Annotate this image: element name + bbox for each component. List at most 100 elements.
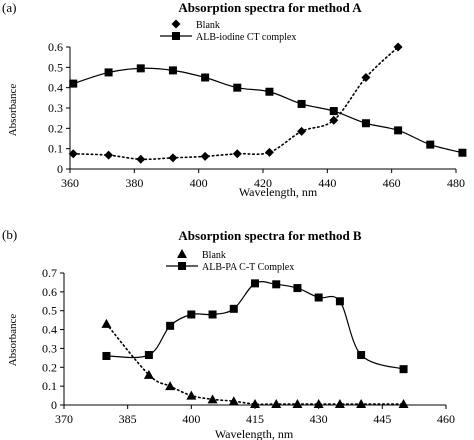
chart-b-plot: 0 0.1 0.2 0.3 0.4 0.5 0.6 0.7 370 385 400 415 430 445… [42,266,455,426]
panel-b-label: (b) [2,227,17,242]
data-point [69,79,78,88]
data-point [251,279,259,288]
data-point [265,87,274,96]
data-point [361,119,370,128]
data-point [250,399,260,409]
data-point [394,126,403,135]
x-tick-label: 460 [383,176,401,190]
data-point [297,99,306,108]
y-tick-label: 0.2 [48,121,63,135]
data-point [272,280,281,289]
panel-a-label: (a) [2,0,16,15]
data-point [228,396,239,406]
data-point [293,284,302,293]
data-point [356,399,367,409]
data-point [334,399,345,409]
y-tick-label: 0.5 [42,304,57,318]
data-point [229,304,238,313]
x-tick-label: 460 [437,412,455,426]
x-tick-label: 445 [373,412,391,426]
chart-a-plot: 0 0.1 0.2 0.3 0.4 0.5 0.6 360 380 400 420 440 460 480 [48,40,467,190]
y-tick-label: 0.7 [42,266,57,280]
chart-panel-a: (a) Absorption spectra for method A Blan… [2,0,467,199]
data-point [232,149,242,159]
x-tick-label: 385 [119,412,137,426]
chart-b-xlabel: Wavelength, nm [215,427,294,440]
data-point [292,399,303,409]
data-point [186,390,197,400]
data-point [398,399,409,409]
data-point [297,126,307,136]
legend-marker [177,249,187,258]
y-tick-label: 0 [51,398,57,412]
data-point [393,42,403,52]
x-tick-label: 370 [55,412,73,426]
data-point [201,73,210,82]
y-tick-label: 0 [57,162,63,176]
x-tick-label: 400 [190,176,208,190]
data-point [144,351,153,360]
data-point [136,154,146,164]
y-tick-label: 0.2 [42,360,57,374]
y-tick-label: 0.4 [48,81,63,95]
legend-label: ALB-PA C-T Complex [202,262,294,273]
data-point [399,365,408,374]
data-point [143,369,154,379]
data-point [102,351,111,360]
legend-marker [171,19,181,29]
data-point [335,297,344,306]
y-tick-label: 0.3 [48,101,63,115]
x-tick-label: 400 [182,412,200,426]
data-point [329,115,339,125]
x-tick-label: 440 [318,176,336,190]
data-point [68,149,78,159]
data-point [104,68,113,77]
data-point [101,318,112,328]
legend-marker [178,262,186,270]
data-point [200,151,210,161]
x-tick-label: 480 [447,176,465,190]
data-point [104,150,114,160]
data-point [426,140,435,149]
y-tick-label: 0.4 [42,323,57,337]
data-point [168,66,177,75]
x-tick-label: 415 [246,412,264,426]
chart-b-title: Absorption spectra for method B [178,228,362,243]
chart-b-ylabel: Absorbance [7,314,19,367]
chart-a-ylabel: Absorbance [7,84,19,137]
legend-label: ALB-iodine CT complex [196,32,296,43]
data-point [233,83,242,92]
data-point [264,147,274,157]
legend-label: Blank [202,250,226,261]
x-tick-label: 360 [61,176,79,190]
y-tick-label: 0.5 [48,60,63,74]
chart-panel-b: (b) Absorption spectra for method B Blan… [2,227,455,440]
data-point [166,321,175,330]
data-point [271,399,282,409]
legend-label: Blank [196,20,220,31]
data-point [207,394,218,404]
data-point [314,293,323,302]
data-point [458,148,467,157]
series-line [72,46,399,161]
data-point [329,107,338,116]
chart-a-title: Absorption spectra for method A [178,0,362,15]
data-point [313,399,324,409]
y-tick-label: 0.3 [42,341,57,355]
data-point [136,64,145,73]
data-point [361,73,371,82]
x-tick-label: 380 [125,176,143,190]
data-point [208,310,217,319]
y-tick-label: 0.6 [42,285,57,299]
x-tick-label: 430 [310,412,328,426]
data-point [187,310,196,319]
legend-marker [172,32,180,40]
y-tick-label: 0.1 [42,379,57,393]
chart-a-xlabel: Wavelength, nm [239,185,318,199]
data-point [168,153,178,163]
x-tick-label: 420 [254,176,272,190]
data-point [357,351,366,360]
series-line [105,323,405,406]
